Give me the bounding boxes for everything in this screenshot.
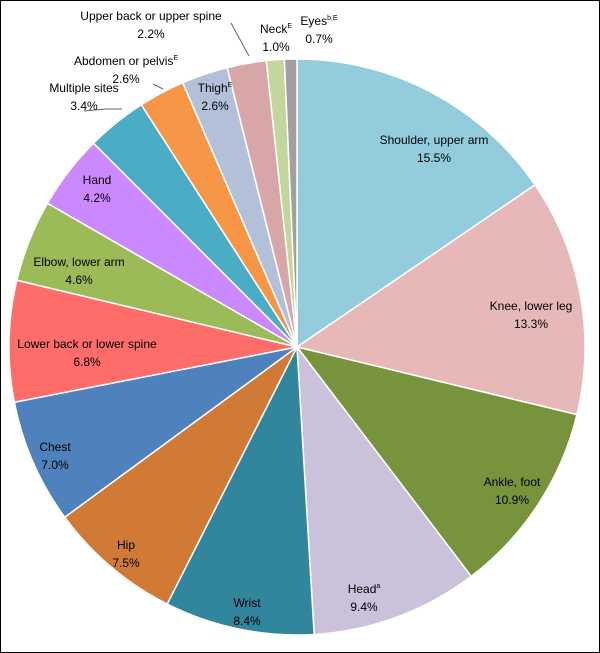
slice-label-eyes: Eyesb,E 0.7% <box>300 14 338 46</box>
slice-label-neck: NeckE 1.0% <box>260 22 292 54</box>
slice-label-hand: Hand 4.2% <box>83 173 112 205</box>
slice-label-value: 1.0% <box>262 40 290 54</box>
slice-label-shoulder-upper-arm: Shoulder, upper arm 15.5% <box>380 133 489 165</box>
slice-label-value: 15.5% <box>417 151 451 165</box>
slice-label-value: 7.5% <box>112 556 140 570</box>
slice-label-name: Eyesb,E <box>300 14 338 28</box>
pie-slice-shoulder-upper-arm <box>296 58 536 348</box>
slice-label-value: 13.3% <box>514 317 548 331</box>
pie-slice-ankle-foot <box>296 346 578 578</box>
slice-label-name: Wrist <box>233 596 261 610</box>
leader-line-multiple-sites <box>83 108 122 112</box>
slice-labels: Shoulder, upper arm 15.5% Knee, lower leg 1… <box>17 9 572 628</box>
slice-label-name: Lower back or lower spine <box>17 337 157 351</box>
leader-lines <box>83 22 250 112</box>
pie-slices <box>8 58 586 636</box>
slice-label-chest: Chest 7.0% <box>39 440 71 472</box>
slice-label-value: 7.0% <box>41 458 69 472</box>
slice-label-superscript: E <box>173 55 178 62</box>
slice-label-ankle-foot: Ankle, foot 10.9% <box>484 475 541 507</box>
slice-label-text: Chest <box>39 440 71 454</box>
slice-label-text: Eyes <box>300 14 327 28</box>
slice-label-name: Hip <box>117 538 135 552</box>
slice-label-name: ThighE <box>198 81 233 95</box>
slice-label-text: Knee, lower leg <box>490 299 573 313</box>
slice-label-text: Shoulder, upper arm <box>380 133 489 147</box>
slice-label-name: Heada <box>348 582 381 596</box>
slice-label-name: Ankle, foot <box>484 475 541 489</box>
slice-label-text: Abdomen or pelvis <box>74 54 173 68</box>
pie-slice-lower-back-or-lower-spine <box>8 279 298 403</box>
leader-line-upper-back-or-upper-spine <box>230 22 250 57</box>
slice-label-text: Elbow, lower arm <box>33 255 124 269</box>
slice-label-text: Hip <box>117 538 135 552</box>
slice-label-value: 6.8% <box>73 355 101 369</box>
slice-label-text: Hand <box>83 173 112 187</box>
slice-label-wrist: Wrist 8.4% <box>233 596 261 628</box>
slice-label-text: Neck <box>260 22 288 36</box>
pie-slice-wrist <box>166 346 315 636</box>
slice-label-value: 10.9% <box>495 493 529 507</box>
slice-label-name: Chest <box>39 440 71 454</box>
slice-label-value: 4.2% <box>83 191 111 205</box>
slice-label-value: 4.6% <box>65 273 93 287</box>
slice-label-lower-back-or-lower-spine: Lower back or lower spine 6.8% <box>17 337 157 369</box>
pie-slice-eyes <box>283 58 298 348</box>
slice-label-text: Wrist <box>233 596 261 610</box>
slice-label-name: Shoulder, upper arm <box>380 133 489 147</box>
slice-label-superscript: a <box>376 583 380 590</box>
slice-label-value: 9.4% <box>350 600 378 614</box>
slice-label-superscript: E <box>228 82 233 89</box>
pie-slice-chest <box>13 346 298 518</box>
pie-slice-hip <box>63 346 298 605</box>
slice-label-name: Upper back or upper spine <box>80 9 222 23</box>
slice-label-name: NeckE <box>260 22 292 36</box>
slice-label-text: Lower back or lower spine <box>17 337 157 351</box>
slice-label-text: Head <box>348 582 377 596</box>
pie-slice-knee-lower-leg <box>296 184 586 416</box>
slice-label-elbow-lower-arm: Elbow, lower arm 4.6% <box>33 255 124 287</box>
slice-label-value: 2.2% <box>137 27 165 41</box>
slice-label-text: Ankle, foot <box>484 475 541 489</box>
slice-label-value: 3.4% <box>70 99 98 113</box>
slice-label-hip: Hip 7.5% <box>112 538 140 570</box>
pie-slice-head <box>296 346 472 636</box>
slice-label-text: Upper back or upper spine <box>80 9 222 23</box>
slice-label-superscript: b,E <box>327 15 338 22</box>
leader-line-abdomen-or-pelvis <box>152 83 164 90</box>
slice-label-name: Knee, lower leg <box>490 299 573 313</box>
slice-label-value: 8.4% <box>233 614 261 628</box>
slice-label-superscript: E <box>287 23 292 30</box>
slice-label-value: 0.7% <box>305 32 333 46</box>
slice-label-knee-lower-leg: Knee, lower leg 13.3% <box>490 299 573 331</box>
slice-label-name: Multiple sites <box>49 81 118 95</box>
slice-label-value: 2.6% <box>201 99 229 113</box>
slice-label-multiple-sites: Multiple sites 3.4% <box>49 81 118 113</box>
slice-label-abdomen-or-pelvis: Abdomen or pelvisE 2.6% <box>74 54 178 86</box>
slice-label-upper-back-or-upper-spine: Upper back or upper spine 2.2% <box>80 9 222 41</box>
slice-label-name: Abdomen or pelvisE <box>74 54 178 68</box>
slice-label-thigh: ThighE 2.6% <box>198 81 233 113</box>
slice-label-name: Hand <box>83 173 112 187</box>
slice-label-head: Heada 9.4% <box>348 582 381 614</box>
slice-label-text: Multiple sites <box>49 81 118 95</box>
slice-label-value: 2.6% <box>112 72 140 86</box>
slice-label-name: Elbow, lower arm <box>33 255 124 269</box>
slice-label-text: Thigh <box>198 81 228 95</box>
